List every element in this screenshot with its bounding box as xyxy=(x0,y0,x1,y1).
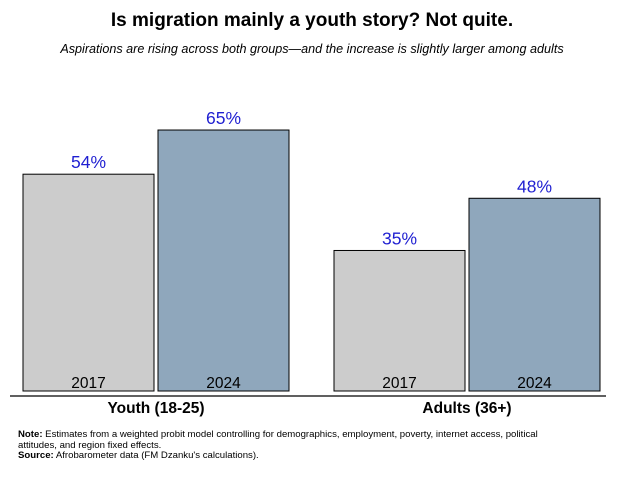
year-label-youth-2024: 2024 xyxy=(206,375,241,392)
year-label-youth-2017: 2017 xyxy=(71,375,105,392)
note-text: Estimates from a weighted probit model c… xyxy=(18,429,538,451)
category-label-adults: Adults (36+) xyxy=(422,400,511,417)
year-label-adults-2024: 2024 xyxy=(517,375,552,392)
bar-adults-2024 xyxy=(468,197,601,392)
value-label-adults-2024: 48% xyxy=(517,176,552,196)
source-line: Source: Afrobarometer data (FM Dzanku's … xyxy=(18,450,578,462)
note-label: Note: xyxy=(18,429,43,440)
year-label-adults-2017: 2017 xyxy=(382,375,416,392)
chart-subtitle: Aspirations are rising across both group… xyxy=(60,42,564,56)
value-label-youth-2017: 54% xyxy=(71,152,106,172)
value-label-youth-2024: 65% xyxy=(206,108,241,128)
footnote: Note: Estimates from a weighted probit m… xyxy=(18,429,578,462)
source-text: Afrobarometer data (FM Dzanku's calculat… xyxy=(53,450,259,462)
category-label-youth: Youth (18-25) xyxy=(107,400,204,417)
bar-youth-2017 xyxy=(22,173,155,392)
chart-title: Is migration mainly a youth story? Not q… xyxy=(110,10,514,31)
note-line: Note: Estimates from a weighted probit m… xyxy=(18,429,578,451)
bar-adults-2017 xyxy=(333,249,466,392)
source-label: Source: xyxy=(18,450,54,462)
value-label-adults-2017: 35% xyxy=(382,228,417,248)
bar-youth-2024 xyxy=(157,129,290,392)
